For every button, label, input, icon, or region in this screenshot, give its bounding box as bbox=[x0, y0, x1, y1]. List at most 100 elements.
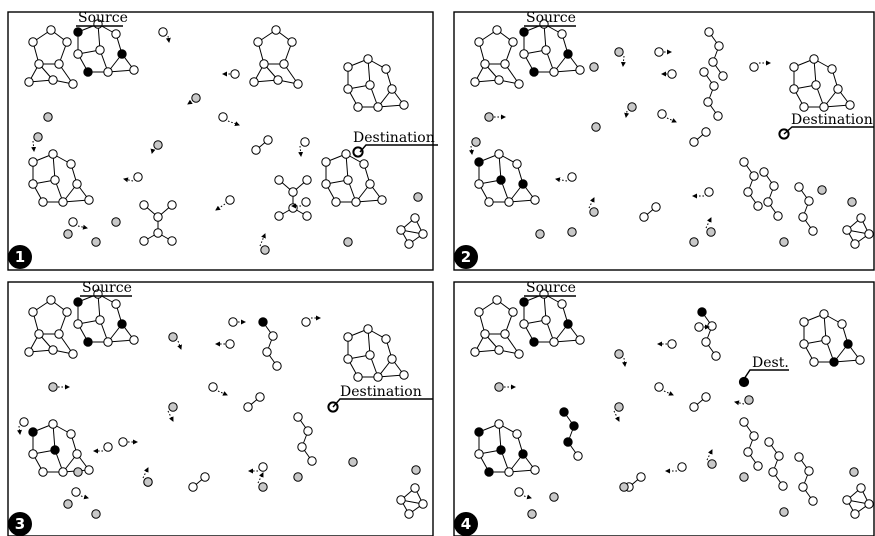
path-node bbox=[50, 445, 60, 455]
node bbox=[500, 59, 510, 69]
node bbox=[541, 315, 551, 325]
motion-arrow bbox=[469, 145, 474, 155]
source-label: Source bbox=[526, 10, 576, 26]
destination-leader bbox=[743, 369, 789, 380]
node bbox=[259, 59, 269, 69]
node bbox=[54, 329, 64, 339]
node bbox=[557, 299, 567, 309]
node bbox=[153, 228, 163, 238]
node bbox=[387, 84, 397, 94]
node bbox=[48, 75, 58, 85]
node bbox=[557, 29, 567, 39]
destination-leader bbox=[359, 144, 438, 153]
panel-number-badge bbox=[8, 245, 32, 269]
path-node bbox=[496, 175, 506, 185]
node bbox=[262, 347, 272, 357]
node bbox=[321, 157, 331, 167]
moving-node bbox=[694, 322, 704, 332]
node bbox=[288, 203, 298, 213]
node bbox=[519, 319, 529, 329]
node bbox=[343, 332, 353, 342]
node bbox=[103, 337, 113, 347]
node bbox=[575, 335, 585, 345]
node bbox=[95, 315, 105, 325]
node bbox=[377, 195, 387, 205]
moving-node bbox=[118, 437, 128, 447]
path-node bbox=[28, 427, 38, 437]
node bbox=[50, 175, 60, 185]
node bbox=[46, 25, 56, 35]
isolated-node bbox=[689, 237, 699, 247]
node bbox=[709, 81, 719, 91]
node bbox=[701, 127, 711, 137]
isolated-node bbox=[143, 477, 153, 487]
moving-node bbox=[158, 27, 168, 37]
motion-arrow bbox=[217, 390, 228, 396]
node bbox=[243, 402, 253, 412]
moving-node bbox=[33, 132, 43, 142]
node bbox=[708, 57, 718, 67]
path-node bbox=[258, 317, 268, 327]
path-node bbox=[73, 27, 83, 37]
isolated-node bbox=[589, 62, 599, 72]
panel-4: Source Dest. 4 bbox=[453, 280, 875, 536]
node bbox=[512, 429, 522, 439]
node bbox=[28, 37, 38, 47]
node bbox=[38, 467, 48, 477]
moving-node bbox=[614, 349, 624, 359]
node bbox=[253, 37, 263, 47]
moving-node bbox=[471, 137, 481, 147]
moving-node bbox=[260, 245, 270, 255]
source-label: Source bbox=[82, 280, 132, 296]
node bbox=[713, 111, 723, 121]
node bbox=[508, 307, 518, 317]
node bbox=[321, 179, 331, 189]
node bbox=[778, 481, 788, 491]
node bbox=[480, 329, 490, 339]
moving-node bbox=[614, 47, 624, 57]
path-node bbox=[559, 407, 569, 417]
node bbox=[365, 350, 375, 360]
node bbox=[331, 197, 341, 207]
node bbox=[794, 452, 804, 462]
moving-node bbox=[614, 402, 624, 412]
node bbox=[519, 49, 529, 59]
moving-node bbox=[301, 317, 311, 327]
node bbox=[799, 317, 809, 327]
moving-node bbox=[103, 442, 113, 452]
isolated-node bbox=[343, 237, 353, 247]
node bbox=[811, 80, 821, 90]
node bbox=[28, 307, 38, 317]
node bbox=[129, 335, 139, 345]
motion-arrow bbox=[177, 340, 182, 350]
node bbox=[341, 149, 351, 159]
isolated-node bbox=[413, 192, 423, 202]
node bbox=[359, 159, 369, 169]
node bbox=[353, 102, 363, 112]
node bbox=[809, 54, 819, 64]
node bbox=[573, 451, 583, 461]
node bbox=[774, 451, 784, 461]
node bbox=[139, 236, 149, 246]
node bbox=[381, 64, 391, 74]
node bbox=[68, 349, 78, 359]
node bbox=[508, 37, 518, 47]
node bbox=[636, 472, 646, 482]
node bbox=[418, 229, 428, 239]
node bbox=[707, 321, 717, 331]
path-node bbox=[569, 421, 579, 431]
node bbox=[62, 37, 72, 47]
panel-number: 1 bbox=[15, 248, 25, 266]
moving-node bbox=[677, 462, 687, 472]
node bbox=[739, 417, 749, 427]
path-node bbox=[83, 67, 93, 77]
node bbox=[827, 64, 837, 74]
node bbox=[28, 157, 38, 167]
node bbox=[639, 212, 649, 222]
isolated-node bbox=[567, 227, 577, 237]
node bbox=[404, 239, 414, 249]
moving-node bbox=[258, 462, 268, 472]
node bbox=[845, 100, 855, 110]
node bbox=[58, 197, 68, 207]
source-label: Source bbox=[78, 10, 128, 26]
